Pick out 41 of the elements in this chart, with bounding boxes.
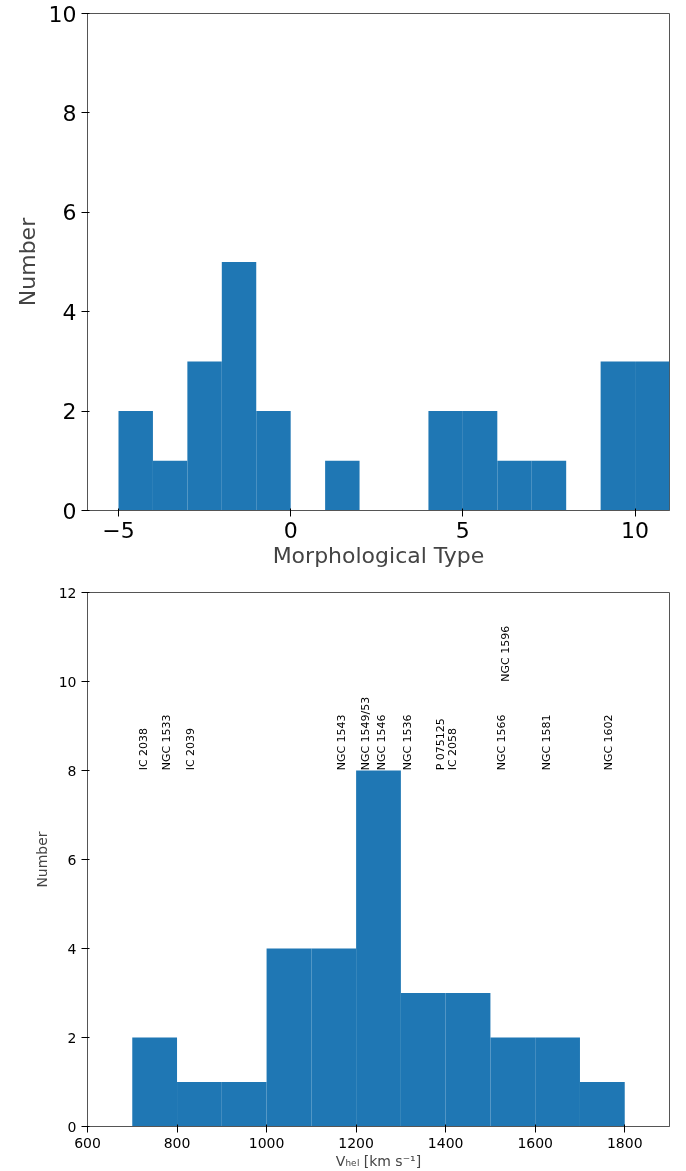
annotation: NGC 1581 xyxy=(539,714,553,771)
y-axis-title: Number xyxy=(14,216,40,307)
annotation: IC 2038 xyxy=(136,727,150,771)
annotation: NGC 1549/53 xyxy=(359,696,373,771)
x-tick-label: 1200 xyxy=(338,1134,374,1151)
x-axis-title: Morphological Type xyxy=(272,542,485,568)
y-tick-label: 6 xyxy=(62,200,77,226)
x-tick-label: 5 xyxy=(455,517,470,543)
annotation: IC 2058 xyxy=(446,727,460,771)
x-tick-label: −5 xyxy=(102,517,135,543)
annotation: NGC 1543 xyxy=(334,714,348,771)
y-tick-label: 2 xyxy=(67,1029,77,1046)
y-tick-label: 0 xyxy=(67,1118,77,1135)
y-tick-label: 6 xyxy=(67,851,77,868)
x-tick-label: 1600 xyxy=(517,1134,554,1151)
annotation: NGC 1596 xyxy=(498,625,512,682)
y-tick-label: 0 xyxy=(62,498,77,524)
x-tick-label: 10 xyxy=(621,517,650,543)
annotation: IC 2039 xyxy=(184,727,198,771)
y-tick-label: 2 xyxy=(62,399,77,425)
annotation: NGC 1602 xyxy=(602,714,616,771)
x-axis-title: Vₕₑₗ [km s⁻¹] xyxy=(335,1152,422,1169)
y-tick-label: 4 xyxy=(67,940,77,957)
y-tick-label: 10 xyxy=(58,673,77,690)
y-tick-label: 12 xyxy=(58,584,77,601)
y-tick-label: 10 xyxy=(48,1,77,27)
y-tick-label: 8 xyxy=(67,762,77,779)
y-tick-label: 4 xyxy=(62,299,77,325)
annotation: P 075125 xyxy=(433,718,447,771)
x-tick-label: 1000 xyxy=(248,1134,285,1151)
y-tick-label: 8 xyxy=(62,100,77,126)
annotation: NGC 1566 xyxy=(495,714,509,771)
annotation: NGC 1536 xyxy=(400,714,414,771)
x-tick-label: 0 xyxy=(283,517,298,543)
x-tick-label: 600 xyxy=(74,1134,101,1151)
x-tick-label: 1800 xyxy=(606,1134,643,1151)
annotation: NGC 1533 xyxy=(160,714,174,771)
x-tick-label: 800 xyxy=(163,1134,191,1151)
y-axis-title: Number xyxy=(33,831,50,888)
x-tick-label: 1400 xyxy=(427,1134,464,1151)
annotation: NGC 1546 xyxy=(375,714,389,771)
